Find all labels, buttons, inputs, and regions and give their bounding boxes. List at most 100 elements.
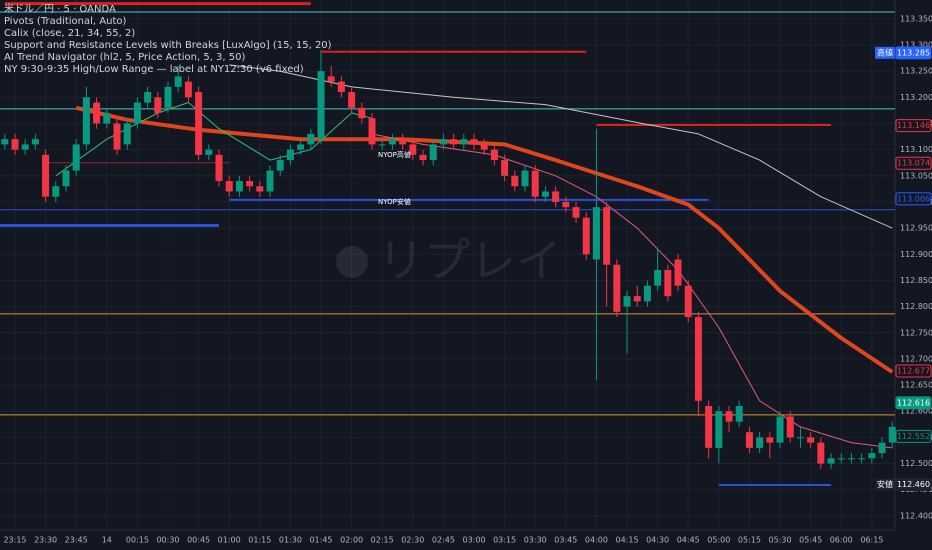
price-badge-label: 112.677 [897,366,930,375]
candle-body [572,207,580,218]
candle-body [174,76,182,87]
candle-body [235,181,243,192]
candle-body [705,406,713,448]
price-badge-tag-label: 安値 [877,479,893,489]
candle-body [603,207,611,265]
candle-body [337,81,345,93]
candle-body [623,296,631,307]
candle-body [511,175,519,187]
candle-body [327,76,335,82]
candle-body [858,458,866,460]
candle-body [460,139,468,145]
candle-body [521,170,529,187]
candle-body [674,259,682,286]
candle-body [62,170,70,187]
x-tick-label: 05:45 [799,536,822,545]
price-badge [895,396,932,410]
candle-body [633,296,641,302]
annotation: NYOP安値 [378,197,411,206]
candle-body [307,133,315,145]
x-tick-label: 04:00 [585,536,608,545]
candle-body [643,285,651,302]
price-badge-tag [875,46,895,59]
y-tick-label: 113.100 [900,145,932,154]
candle-body [276,160,284,171]
watermark: リプレイ [378,234,562,288]
candle-body [490,149,498,161]
y-tick-label: 112.850 [900,276,932,285]
candle-body [225,181,233,192]
candle-body [348,92,356,108]
candle-body [399,139,407,145]
price-badge [895,429,932,443]
x-tick-label: 04:30 [646,536,669,545]
legend-entry: AI Trend Navigator (hl2, 5, Price Action… [4,52,245,63]
candle-body [388,139,396,145]
candle-body [613,264,621,312]
candle-body [368,118,376,145]
x-tick-label: 00:15 [126,536,149,545]
price-badge-tag-label: 高値 [877,47,893,57]
y-tick-label: 112.500 [900,459,932,468]
candle-body [266,170,274,192]
price-badge-label: 113.074 [897,159,930,168]
candle-body [694,317,702,401]
candle-body [246,181,254,187]
candle-body [552,191,560,202]
candle-body [756,437,764,448]
y-tick-label: 112.400 [900,511,932,520]
y-tick-label: 113.350 [900,14,932,23]
x-tick-label: 14 [102,536,112,545]
candle-body [541,191,549,197]
candle-body [745,432,753,448]
candle-body [195,92,203,155]
candle-body [531,170,539,197]
price-badge-tag [875,478,895,491]
candle-body [480,144,488,150]
candle-body [93,102,101,124]
x-tick-label: 02:30 [401,536,424,545]
candle-body [11,139,19,150]
candle-body [847,458,855,460]
candle-body [429,144,437,161]
candle-body [817,442,825,464]
x-tick-label: 23:15 [3,536,26,545]
y-tick-label: 113.300 [900,40,932,49]
price-badge-label: 113.285 [897,48,930,57]
candle-body [215,154,223,182]
candle-body [715,411,723,448]
candle-body [562,201,570,208]
x-tick-label: 04:15 [615,536,638,545]
x-tick-label: 05:15 [738,536,761,545]
candle-body [868,453,876,459]
candle-body [286,149,294,161]
x-tick-label: 23:30 [34,536,57,545]
candle-body [786,416,794,438]
indicator-line [229,64,893,229]
y-tick-label: 112.600 [900,407,932,416]
y-tick-label: 113.200 [900,93,932,102]
candle-body [582,217,590,255]
candle-body [735,406,743,422]
candle-body [837,458,845,460]
y-tick-label: 113.050 [900,171,932,180]
candle-body [878,442,886,454]
candle-body [297,144,305,150]
legend-entry: Calix (close, 21, 34, 55, 2) [4,28,135,39]
x-tick-label: 02:15 [371,536,394,545]
candle-body [205,149,213,155]
candle-body [419,154,427,161]
y-tick-label: 112.950 [900,224,932,233]
y-tick-label: 112.750 [900,328,932,337]
legend-entry: Pivots (Traditional, Auto) [4,16,126,27]
candle-body [21,144,29,150]
candle-body [31,139,39,145]
x-tick-label: 01:15 [248,536,271,545]
candle-body [470,139,478,145]
x-tick-label: 03:30 [524,536,547,545]
x-tick-label: 04:45 [677,536,700,545]
candle-body [358,107,366,119]
candle-body [725,411,733,422]
